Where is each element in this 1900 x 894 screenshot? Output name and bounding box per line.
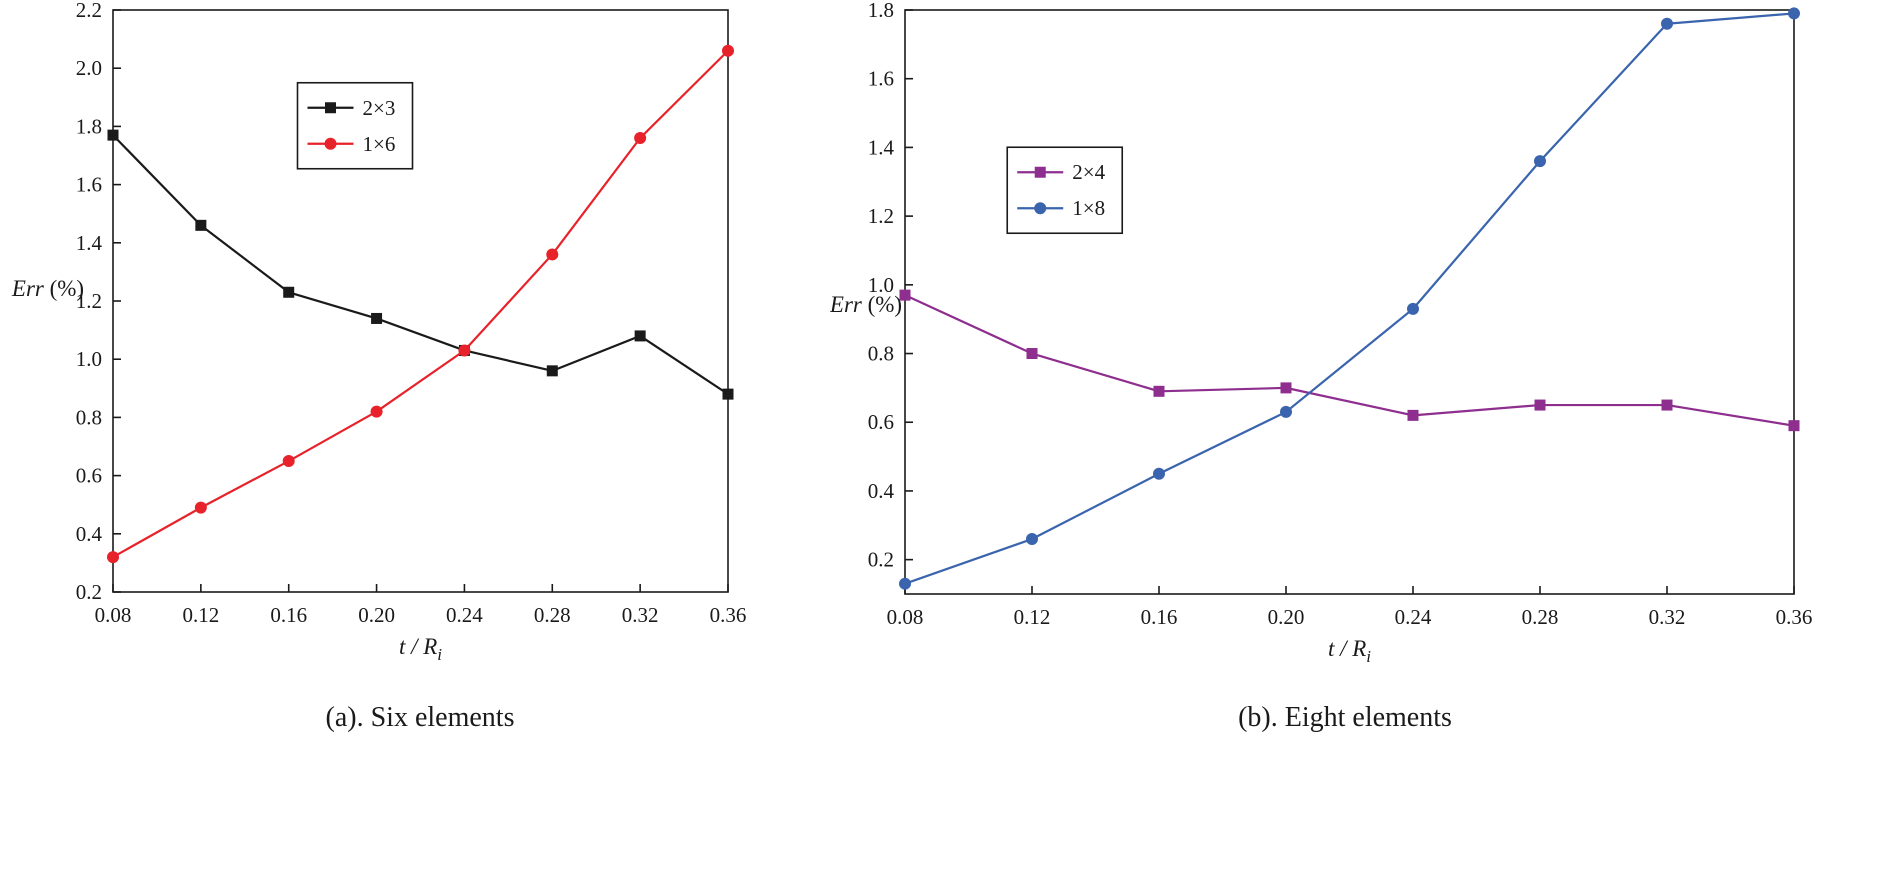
svg-text:0.32: 0.32 bbox=[622, 603, 659, 627]
svg-text:1.0: 1.0 bbox=[868, 273, 894, 297]
svg-text:2.0: 2.0 bbox=[76, 56, 102, 80]
svg-text:1.0: 1.0 bbox=[76, 347, 102, 371]
chart-caption-b: (b). Eight elements bbox=[1238, 702, 1452, 733]
svg-text:1.6: 1.6 bbox=[868, 67, 894, 91]
svg-text:2×3: 2×3 bbox=[363, 96, 396, 120]
svg-text:0.8: 0.8 bbox=[76, 405, 102, 429]
chart-six-elements: 0.08 0.12 0.16 0.20 0.24 0.28 0.32 0.36 0.2 0.4 0.… bbox=[0, 0, 830, 734]
svg-text:0.2: 0.2 bbox=[868, 548, 894, 572]
svg-text:0.4: 0.4 bbox=[868, 479, 895, 503]
svg-text:0.36: 0.36 bbox=[710, 603, 747, 627]
svg-text:0.2: 0.2 bbox=[76, 580, 102, 604]
svg-text:0.08: 0.08 bbox=[95, 603, 132, 627]
svg-text:0.24: 0.24 bbox=[446, 603, 483, 627]
svg-text:0.4: 0.4 bbox=[76, 522, 103, 546]
svg-text:0.28: 0.28 bbox=[1522, 605, 1559, 629]
svg-text:1.2: 1.2 bbox=[868, 204, 894, 228]
svg-text:0.8: 0.8 bbox=[868, 342, 894, 366]
svg-text:0.36: 0.36 bbox=[1776, 605, 1813, 629]
svg-text:0.12: 0.12 bbox=[1014, 605, 1051, 629]
svg-text:1×8: 1×8 bbox=[1072, 196, 1105, 220]
svg-text:0.6: 0.6 bbox=[868, 410, 894, 434]
svg-text:0.20: 0.20 bbox=[358, 603, 395, 627]
svg-text:0.16: 0.16 bbox=[1141, 605, 1178, 629]
svg-text:0.12: 0.12 bbox=[182, 603, 219, 627]
svg-text:t / Ri: t / Ri bbox=[1328, 636, 1371, 666]
svg-text:t / Ri: t / Ri bbox=[399, 634, 442, 664]
svg-text:0.6: 0.6 bbox=[76, 464, 102, 488]
svg-text:0.08: 0.08 bbox=[887, 605, 924, 629]
svg-text:Err (%): Err (%) bbox=[11, 276, 84, 301]
svg-text:0.32: 0.32 bbox=[1649, 605, 1686, 629]
svg-text:0.20: 0.20 bbox=[1268, 605, 1305, 629]
line-chart-six-elements: 0.08 0.12 0.16 0.20 0.24 0.28 0.32 0.36 0.2 0.4 0.… bbox=[11, 0, 747, 664]
svg-text:0.24: 0.24 bbox=[1395, 605, 1432, 629]
svg-text:0.16: 0.16 bbox=[270, 603, 307, 627]
svg-text:1.4: 1.4 bbox=[868, 135, 895, 159]
svg-text:1.4: 1.4 bbox=[76, 231, 103, 255]
svg-text:1×6: 1×6 bbox=[363, 132, 396, 156]
svg-text:1.6: 1.6 bbox=[76, 173, 102, 197]
svg-text:2.2: 2.2 bbox=[76, 0, 102, 22]
svg-text:0.28: 0.28 bbox=[534, 603, 571, 627]
line-chart-eight-elements: 0.08 0.12 0.16 0.20 0.24 0.28 0.32 0.36 0.2 0.4 0.… bbox=[830, 0, 1813, 666]
svg-text:2×4: 2×4 bbox=[1072, 160, 1105, 184]
chart-eight-elements: 0.08 0.12 0.16 0.20 0.24 0.28 0.32 0.36 0.2 0.4 0.… bbox=[830, 0, 1900, 734]
svg-text:Err (%): Err (%) bbox=[830, 292, 902, 317]
chart-caption-a: (a). Six elements bbox=[325, 702, 515, 733]
svg-text:1.8: 1.8 bbox=[868, 0, 894, 22]
svg-text:1.2: 1.2 bbox=[76, 289, 102, 313]
svg-text:1.8: 1.8 bbox=[76, 114, 102, 138]
